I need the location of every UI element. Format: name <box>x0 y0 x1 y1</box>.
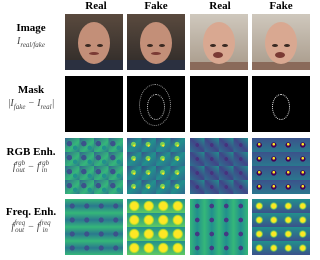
formula-sub: in <box>42 226 48 234</box>
heatmap <box>190 199 248 255</box>
row-formula: f rgb out − f rgb in <box>0 160 62 174</box>
heatmap <box>190 138 248 194</box>
formula-sup: rgb <box>39 159 50 167</box>
formula-text: − f <box>25 221 40 233</box>
face-image <box>190 14 248 70</box>
formula-sub: in <box>41 166 48 174</box>
row-label: RGB Enh. f rgb out − f rgb in <box>0 146 62 174</box>
row-label: Freq. Enh. f freq out − f freq in <box>0 206 62 234</box>
formula-sub: real/fake <box>20 41 45 49</box>
row-name: Image <box>16 22 46 34</box>
column-header: Real <box>85 0 107 12</box>
row-name: Freq. Enh. <box>5 206 57 218</box>
formula-scripts: freq in <box>40 220 51 234</box>
heatmap <box>65 199 123 255</box>
mask-image <box>127 76 185 132</box>
heatmap <box>252 138 310 194</box>
formula-text: − I <box>25 98 41 109</box>
heatmap <box>127 199 185 255</box>
row-name: RGB Enh. <box>6 146 56 158</box>
heatmap <box>65 138 123 194</box>
formula-text: I <box>17 36 21 47</box>
formula-sup: freq <box>14 219 26 227</box>
column-header: Fake <box>144 0 168 12</box>
formula-sub: out <box>15 166 25 174</box>
formula-text: − f <box>25 161 40 173</box>
formula-text: f <box>11 221 15 233</box>
formula-sub: out <box>15 226 25 234</box>
row-label: Image Ireal/fake <box>0 22 62 49</box>
row-formula: |Ifake − Ireal| <box>0 98 62 111</box>
formula-sub: fake <box>13 103 26 111</box>
formula-scripts: rgb in <box>40 160 49 174</box>
formula-text: f <box>12 161 16 173</box>
face-image <box>127 14 185 70</box>
column-header: Real <box>209 0 231 12</box>
mask-image <box>190 76 248 132</box>
row-label: Mask |Ifake − Ireal| <box>0 84 62 111</box>
row-formula: Ireal/fake <box>0 36 62 49</box>
column-header: Fake <box>269 0 293 12</box>
formula-sup: rgb <box>15 159 26 167</box>
face-image <box>252 14 310 70</box>
mask-image <box>65 76 123 132</box>
formula-scripts: freq out <box>14 220 25 234</box>
row-formula: f freq out − f freq in <box>0 220 62 234</box>
mask-image <box>252 76 310 132</box>
formula-scripts: rgb out <box>16 160 25 174</box>
formula-text: |I <box>7 98 14 109</box>
face-image <box>65 14 123 70</box>
heatmap <box>127 138 185 194</box>
formula-text: | <box>51 98 55 109</box>
formula-sup: freq <box>39 219 51 227</box>
heatmap <box>252 199 310 255</box>
formula-sub: real <box>40 103 52 111</box>
row-name: Mask <box>17 84 45 96</box>
